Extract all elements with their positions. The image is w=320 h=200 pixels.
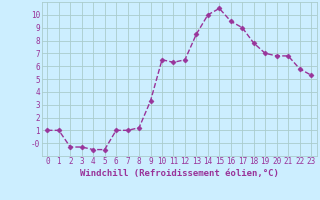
X-axis label: Windchill (Refroidissement éolien,°C): Windchill (Refroidissement éolien,°C) bbox=[80, 169, 279, 178]
